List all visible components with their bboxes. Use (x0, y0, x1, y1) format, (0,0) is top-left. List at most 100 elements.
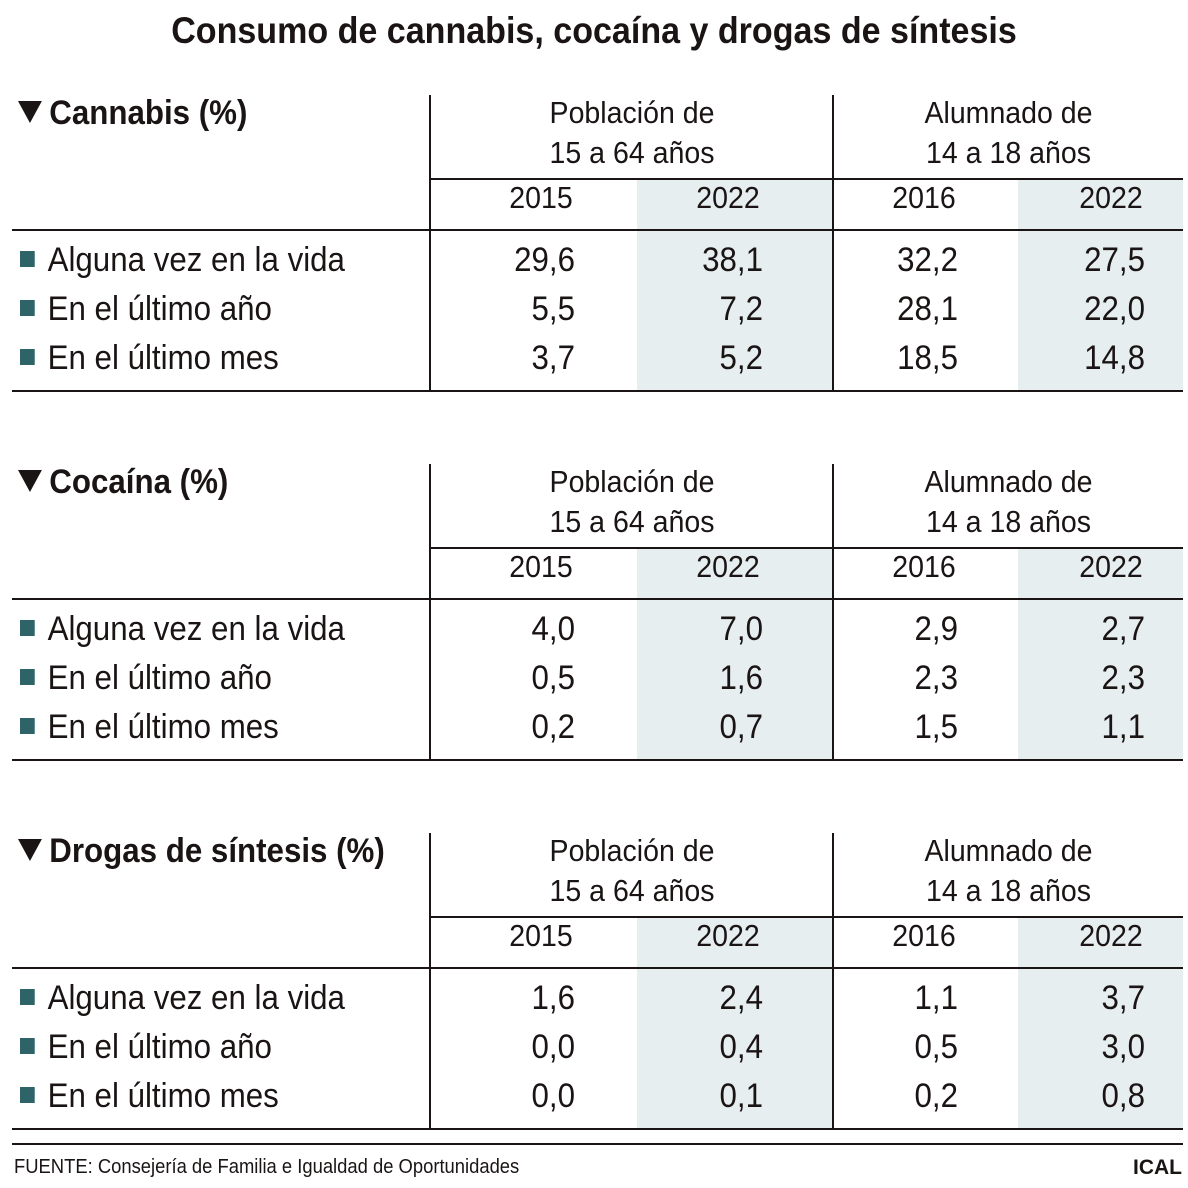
table-cell: 38,1 (702, 241, 763, 279)
table-cell: 4,0 (531, 610, 575, 648)
table-cell: 1,1 (1101, 708, 1145, 746)
divider (429, 95, 431, 392)
row-label: En el último mes (20, 1077, 279, 1116)
divider (12, 1128, 1183, 1130)
table-cell: 1,1 (914, 979, 958, 1017)
group-header: Población de 15 a 64 años (447, 462, 817, 542)
table-cell: 28,1 (897, 290, 958, 328)
row-label: En el último año (20, 659, 272, 698)
divider (429, 833, 431, 1130)
table-cell: 29,6 (514, 241, 575, 279)
row-label-text: Alguna vez en la vida (47, 979, 345, 1017)
table-cell: 0,8 (1101, 1077, 1145, 1115)
square-bullet-icon (20, 349, 35, 366)
table-cell: 2,3 (914, 659, 958, 697)
section-title-text: Cocaína (%) (49, 463, 229, 501)
row-label: En el último año (20, 1028, 272, 1067)
table-cell: 2,7 (1101, 610, 1145, 648)
year-header: 2022 (1079, 180, 1143, 215)
divider (832, 833, 834, 1130)
row-label-text: En el último mes (47, 708, 279, 746)
group-header-line: 15 a 64 años (549, 873, 715, 908)
table-cell: 3,0 (1101, 1028, 1145, 1066)
table-cell: 32,2 (897, 241, 958, 279)
group-header-line: Alumnado de (924, 464, 1093, 499)
shaded-column (1018, 917, 1183, 1130)
source-note: FUENTE: Consejería de Familia e Igualdad… (14, 1156, 520, 1178)
shaded-column (637, 917, 833, 1130)
row-label: En el último mes (20, 339, 279, 378)
divider (430, 547, 1183, 549)
divider (832, 464, 834, 761)
year-header: 2022 (696, 918, 760, 953)
table-cell: 0,0 (531, 1077, 575, 1115)
section-title-text: Cannabis (%) (49, 94, 248, 132)
section-title: Cannabis (%) (18, 94, 247, 133)
year-header: 2022 (696, 549, 760, 584)
year-header: 2015 (509, 549, 573, 584)
row-label-text: Alguna vez en la vida (47, 610, 345, 648)
section-title: Cocaína (%) (18, 463, 228, 502)
table-cell: 18,5 (897, 339, 958, 377)
square-bullet-icon (20, 300, 35, 317)
square-bullet-icon (20, 1038, 35, 1055)
triangle-down-icon (18, 101, 42, 124)
divider (430, 916, 1183, 918)
row-label-text: En el último año (47, 290, 272, 328)
year-header: 2022 (1079, 918, 1143, 953)
shaded-column (637, 179, 833, 392)
table-cell: 1,6 (531, 979, 575, 1017)
group-header: Población de 15 a 64 años (447, 831, 817, 911)
year-header: 2022 (1079, 549, 1143, 584)
table-cell: 0,5 (531, 659, 575, 697)
group-header-line: Población de (549, 833, 715, 868)
year-header: 2016 (892, 180, 956, 215)
table-cell: 3,7 (531, 339, 575, 377)
table-cell: 2,3 (1101, 659, 1145, 697)
table-cell: 0,2 (914, 1077, 958, 1115)
table-cell: 0,0 (531, 1028, 575, 1066)
group-header-line: 15 a 64 años (549, 135, 715, 170)
table-cell: 14,8 (1084, 339, 1145, 377)
triangle-down-icon (18, 470, 42, 493)
group-header-line: 14 a 18 años (926, 873, 1091, 908)
table-cell: 0,5 (914, 1028, 958, 1066)
table-cell: 1,6 (719, 659, 763, 697)
row-label: Alguna vez en la vida (20, 610, 345, 649)
row-label-text: En el último mes (47, 339, 279, 377)
year-header: 2022 (696, 180, 760, 215)
year-header: 2015 (509, 918, 573, 953)
table-cell: 22,0 (1084, 290, 1145, 328)
table-cell: 7,2 (719, 290, 763, 328)
row-label: En el último año (20, 290, 272, 329)
table-cell: 7,0 (719, 610, 763, 648)
square-bullet-icon (20, 620, 35, 637)
square-bullet-icon (20, 718, 35, 735)
divider (430, 178, 1183, 180)
table-cell: 5,5 (531, 290, 575, 328)
group-header: Alumnado de 14 a 18 años (848, 462, 1169, 542)
divider (12, 229, 1183, 231)
square-bullet-icon (20, 669, 35, 686)
table-cell: 0,2 (531, 708, 575, 746)
divider (12, 759, 1183, 761)
table-cell: 5,2 (719, 339, 763, 377)
divider (12, 967, 1183, 969)
row-label-text: En el último año (47, 1028, 272, 1066)
table-cell: 0,1 (719, 1077, 763, 1115)
divider (429, 464, 431, 761)
square-bullet-icon (20, 989, 35, 1006)
row-label: En el último mes (20, 708, 279, 747)
section-title: Drogas de síntesis (%) (18, 832, 385, 871)
table-cell: 2,4 (719, 979, 763, 1017)
shaded-column (1018, 179, 1183, 392)
square-bullet-icon (20, 1087, 35, 1104)
group-header-line: Población de (549, 95, 715, 130)
table-cell: 0,7 (719, 708, 763, 746)
group-header: Alumnado de 14 a 18 años (848, 831, 1169, 911)
year-header: 2016 (892, 918, 956, 953)
row-label: Alguna vez en la vida (20, 241, 345, 280)
footer-divider (12, 1143, 1183, 1145)
shaded-column (1018, 548, 1183, 761)
year-header: 2016 (892, 549, 956, 584)
